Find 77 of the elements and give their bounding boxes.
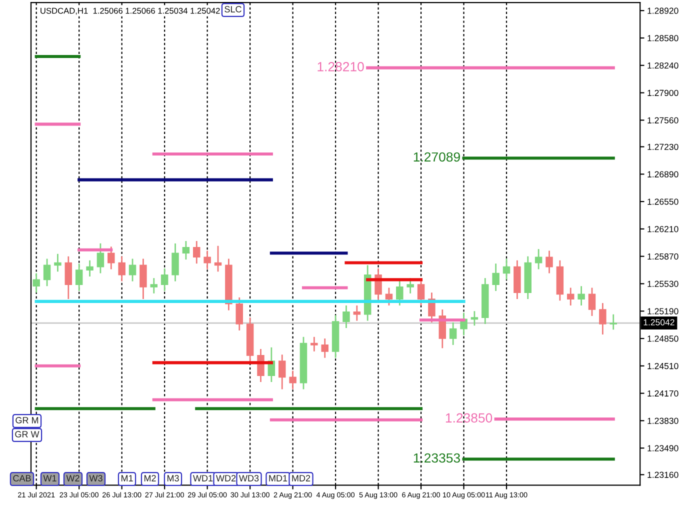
candlestick bbox=[204, 250, 211, 270]
annotation: W1 bbox=[43, 475, 56, 482]
annotation: WD2 bbox=[216, 475, 236, 482]
annotation: M1 bbox=[121, 475, 133, 482]
ref-line-label: 1.25042 bbox=[644, 319, 674, 326]
candlestick bbox=[150, 277, 158, 294]
candlestick bbox=[502, 258, 510, 280]
y-tick-label: 1.23490 bbox=[648, 445, 678, 452]
candlestick bbox=[396, 280, 404, 306]
y-tick-label: 1.27900 bbox=[648, 90, 678, 96]
candlestick bbox=[118, 256, 126, 282]
candlestick bbox=[610, 314, 617, 330]
candlestick bbox=[310, 336, 318, 352]
y-tick-label: 1.28580 bbox=[648, 35, 678, 42]
candlestick bbox=[43, 258, 51, 287]
annotation: GR M bbox=[16, 417, 38, 424]
y-tick-label: 1.24170 bbox=[648, 390, 678, 397]
candlestick bbox=[108, 246, 115, 270]
candlestick bbox=[492, 262, 500, 292]
annotation: MD2 bbox=[292, 475, 310, 482]
candlestick bbox=[588, 287, 596, 317]
annotation: 1.23353 bbox=[414, 453, 460, 463]
y-tick-label: 1.27230 bbox=[648, 144, 678, 150]
annotation: W2 bbox=[66, 475, 80, 482]
annotation: MD1 bbox=[269, 475, 288, 482]
candlestick bbox=[599, 302, 606, 336]
annotation: W3 bbox=[89, 475, 102, 482]
annotation: M2 bbox=[144, 475, 156, 482]
candlestick bbox=[193, 240, 200, 264]
y-tick-label: 1.26890 bbox=[648, 171, 678, 178]
candlestick bbox=[160, 268, 168, 292]
y-tick-label: 1.23830 bbox=[648, 418, 678, 424]
annotation: WD3 bbox=[239, 475, 259, 482]
annotation: 1.27089 bbox=[414, 152, 460, 162]
candlestick bbox=[182, 240, 190, 260]
y-tick-label: 1.27560 bbox=[648, 117, 678, 124]
candlestick bbox=[534, 248, 542, 270]
candlestick bbox=[342, 304, 350, 329]
y-tick-label: 1.24510 bbox=[648, 362, 678, 370]
candlestick bbox=[278, 354, 286, 390]
y-tick-label: 1.28240 bbox=[648, 62, 678, 69]
candlestick bbox=[567, 287, 574, 306]
y-tick-label: 1.25870 bbox=[648, 253, 678, 260]
candlestick bbox=[86, 260, 94, 278]
y-tick-label: 1.24850 bbox=[648, 336, 678, 342]
candlestick bbox=[546, 250, 553, 274]
y-tick-label: 1.23160 bbox=[648, 472, 678, 478]
candlestick bbox=[353, 304, 361, 322]
annotation: GR W bbox=[15, 431, 40, 438]
annotation: SLC bbox=[224, 6, 242, 12]
candlestick bbox=[172, 242, 179, 282]
candlestick bbox=[32, 272, 40, 294]
annotation: WD1 bbox=[193, 475, 213, 482]
y-tick-label: 1.28920 bbox=[648, 8, 678, 14]
candlestick bbox=[96, 242, 104, 274]
candlestick bbox=[214, 245, 222, 272]
text: CAB bbox=[13, 475, 31, 482]
candlestick bbox=[449, 322, 457, 346]
candlestick bbox=[64, 256, 72, 300]
candlestick bbox=[140, 258, 147, 300]
candlestick bbox=[578, 285, 585, 306]
y-tick-label: 1.26210 bbox=[648, 226, 678, 232]
text: USDCAD,H1 1.25066 1.25066 1.25034 1.25042 bbox=[40, 8, 220, 15]
annotation: M3 bbox=[167, 475, 179, 482]
annotation: 1.23850 bbox=[446, 413, 492, 423]
y-tick-label: 1.25530 bbox=[648, 280, 678, 287]
candlestick bbox=[54, 253, 62, 272]
candlestick bbox=[128, 258, 136, 282]
candlestick bbox=[236, 296, 243, 332]
candlestick bbox=[321, 338, 328, 359]
annotation: 1.28210 bbox=[318, 62, 364, 72]
y-tick-label: 1.25190 bbox=[648, 308, 678, 314]
candlestick bbox=[385, 287, 393, 306]
candlestick bbox=[75, 262, 83, 292]
candlestick bbox=[470, 310, 478, 326]
candlestick bbox=[289, 370, 296, 390]
y-tick-label: 1.26550 bbox=[648, 198, 678, 205]
